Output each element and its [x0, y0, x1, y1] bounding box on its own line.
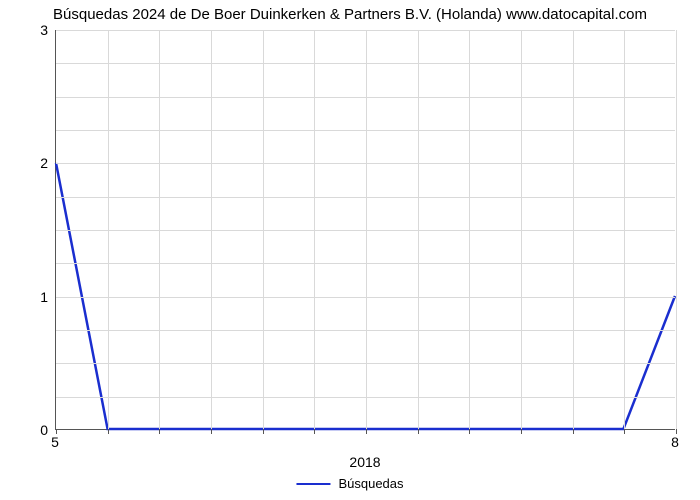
plot-area — [55, 30, 675, 430]
x-tick-mark — [314, 429, 315, 434]
grid-v — [159, 30, 160, 429]
y-tick-label: 2 — [8, 155, 48, 171]
grid-v — [521, 30, 522, 429]
grid-v — [211, 30, 212, 429]
grid-v — [418, 30, 419, 429]
line-chart: Búsquedas 2024 de De Boer Duinkerken & P… — [0, 0, 700, 500]
x-tick-mark — [521, 429, 522, 434]
y-tick-label: 0 — [8, 422, 48, 438]
grid-v — [108, 30, 109, 429]
grid-v — [263, 30, 264, 429]
legend: Búsquedas — [296, 476, 403, 491]
grid-v — [676, 30, 677, 429]
x-category-label: 2018 — [349, 454, 380, 470]
x-tick-mark — [469, 429, 470, 434]
x-tick-label: 8 — [671, 434, 679, 450]
x-tick-mark — [624, 429, 625, 434]
x-tick-label: 5 — [51, 434, 59, 450]
y-tick-label: 1 — [8, 289, 48, 305]
x-tick-mark — [418, 429, 419, 434]
grid-v — [314, 30, 315, 429]
grid-v — [624, 30, 625, 429]
legend-swatch — [296, 483, 330, 485]
grid-v — [469, 30, 470, 429]
x-tick-mark — [366, 429, 367, 434]
x-tick-mark — [108, 429, 109, 434]
x-tick-mark — [211, 429, 212, 434]
x-tick-mark — [573, 429, 574, 434]
x-tick-mark — [159, 429, 160, 434]
legend-label: Búsquedas — [338, 476, 403, 491]
grid-v — [573, 30, 574, 429]
x-tick-mark — [263, 429, 264, 434]
grid-v — [366, 30, 367, 429]
chart-title: Búsquedas 2024 de De Boer Duinkerken & P… — [0, 6, 700, 23]
y-tick-label: 3 — [8, 22, 48, 38]
